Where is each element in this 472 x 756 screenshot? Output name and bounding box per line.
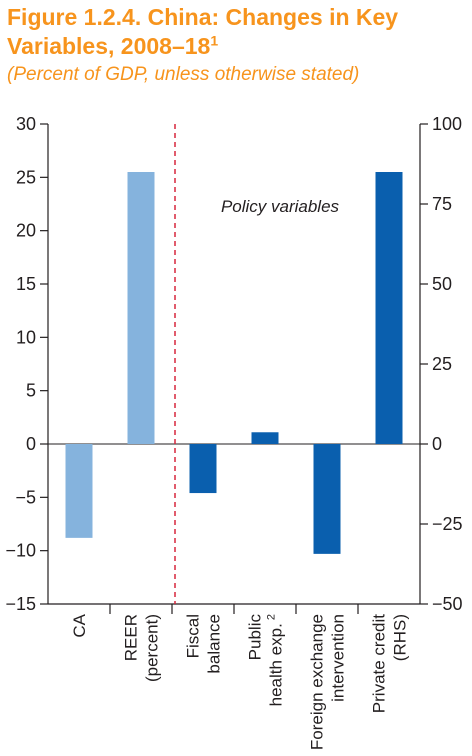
category-label: CA (70, 613, 89, 637)
category-label: (RHS) (391, 614, 410, 661)
policy-variables-annotation: Policy variables (221, 197, 340, 216)
left-axis-tick-label: 10 (16, 327, 36, 347)
category-label: balance (205, 614, 224, 674)
bar (375, 172, 403, 444)
left-axis-tick-label: 25 (16, 167, 36, 187)
right-axis-tick-label: 0 (432, 434, 442, 454)
left-axis-tick-label: −5 (15, 487, 36, 507)
category-label: health exp. 2 (266, 614, 286, 706)
category-label: Fiscal (184, 614, 203, 658)
bar (127, 172, 155, 444)
category-label: Public (246, 614, 265, 661)
chart-title-text: Figure 1.2.4. China: Changes in Key Vari… (7, 4, 399, 59)
bar (313, 444, 341, 554)
left-axis-tick-label: −15 (5, 594, 36, 614)
category-label: Foreign exchange (308, 614, 327, 750)
bar (189, 444, 217, 494)
category-footnote-marker: 2 (266, 614, 278, 623)
chart-title: Figure 1.2.4. China: Changes in Key Vari… (7, 3, 467, 61)
left-axis-tick-label: 5 (26, 381, 36, 401)
category-label: (percent) (143, 614, 162, 682)
title-footnote-marker: 1 (210, 32, 219, 49)
right-axis-tick-label: 75 (432, 194, 452, 214)
right-axis-tick-label: −50 (432, 594, 463, 614)
left-axis-tick-label: −10 (5, 541, 36, 561)
left-axis-tick-label: 15 (16, 274, 36, 294)
left-axis-tick-label: 0 (26, 434, 36, 454)
right-axis-tick-label: 50 (432, 274, 452, 294)
right-axis-tick-label: −25 (432, 514, 463, 534)
chart-subtitle: (Percent of GDP, unless otherwise stated… (7, 64, 360, 85)
bar (251, 432, 279, 444)
right-axis-tick-label: 25 (432, 354, 452, 374)
category-label: Private credit (370, 614, 389, 713)
bar (65, 444, 93, 538)
left-axis-tick-label: 20 (16, 221, 36, 241)
left-axis-tick-label: 30 (16, 114, 36, 134)
category-label: intervention (329, 614, 348, 702)
right-axis-tick-label: 100 (432, 114, 462, 134)
category-label: REER (122, 614, 141, 661)
